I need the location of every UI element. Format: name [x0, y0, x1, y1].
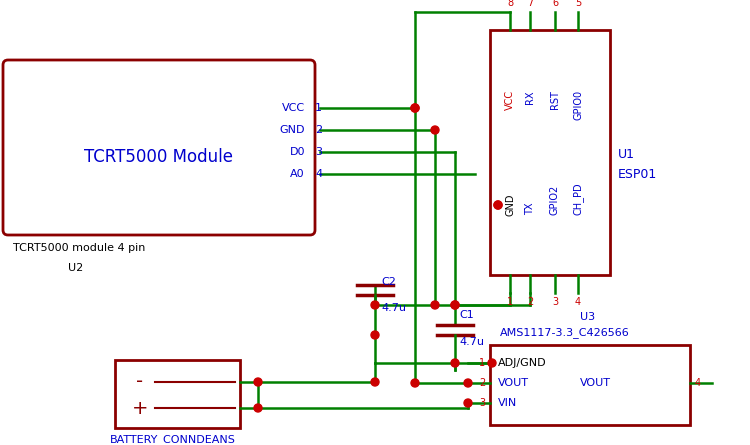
Bar [490, 345, 690, 425]
Text: 3: 3 [552, 297, 558, 307]
Text: GND: GND [505, 194, 515, 216]
Text: A0: A0 [290, 169, 305, 179]
Text: 8: 8 [507, 0, 513, 8]
Text: U1: U1 [618, 149, 635, 162]
Text: C1: C1 [459, 310, 474, 320]
Circle shape [371, 331, 379, 339]
Text: 7: 7 [526, 0, 533, 8]
Circle shape [411, 104, 419, 112]
Circle shape [464, 399, 472, 407]
Circle shape [254, 378, 262, 386]
Circle shape [451, 301, 459, 309]
Circle shape [494, 201, 502, 209]
Text: 1: 1 [507, 297, 513, 307]
Text: 2: 2 [315, 125, 322, 135]
Circle shape [431, 126, 439, 134]
Text: VCC: VCC [505, 90, 515, 110]
Text: BATTERY_CONNDEANS: BATTERY_CONNDEANS [110, 435, 236, 445]
Bar [490, 30, 610, 275]
Text: D0: D0 [290, 147, 305, 157]
Text: 4: 4 [575, 297, 581, 307]
Text: TX: TX [525, 202, 535, 215]
Circle shape [451, 359, 459, 367]
Text: 4.7u: 4.7u [459, 337, 484, 347]
Text: CH_PD: CH_PD [572, 182, 584, 215]
Text: U2: U2 [68, 263, 83, 273]
Text: RX: RX [525, 90, 535, 104]
Text: AMS1117-3.3_C426566: AMS1117-3.3_C426566 [500, 328, 630, 339]
Text: 3: 3 [478, 398, 485, 408]
Text: 2: 2 [526, 297, 533, 307]
Text: +: + [132, 399, 148, 417]
Text: 4: 4 [695, 378, 701, 388]
Circle shape [411, 379, 419, 387]
Text: GPIO0: GPIO0 [573, 90, 583, 120]
Circle shape [464, 379, 472, 387]
Text: C2: C2 [381, 277, 396, 287]
Circle shape [371, 301, 379, 309]
Circle shape [411, 104, 419, 112]
Text: TCRT5000 module 4 pin: TCRT5000 module 4 pin [13, 243, 146, 253]
Text: ADJ/GND: ADJ/GND [498, 358, 547, 368]
Circle shape [494, 201, 502, 209]
Text: U3: U3 [580, 312, 596, 322]
Text: ESP01: ESP01 [618, 169, 657, 182]
Text: GPIO2: GPIO2 [550, 185, 560, 215]
Bar [115, 360, 240, 428]
Circle shape [254, 404, 262, 412]
Circle shape [451, 301, 459, 309]
Circle shape [371, 378, 379, 386]
Text: VIN: VIN [498, 398, 517, 408]
Text: VOUT: VOUT [498, 378, 529, 388]
Circle shape [488, 359, 496, 367]
Circle shape [431, 301, 439, 309]
Text: TCRT5000 Module: TCRT5000 Module [85, 149, 233, 166]
Text: 3: 3 [315, 147, 322, 157]
Text: VOUT: VOUT [580, 378, 611, 388]
Text: 4.7u: 4.7u [381, 303, 406, 313]
Text: GND: GND [280, 125, 305, 135]
Text: 1: 1 [315, 103, 322, 113]
Text: 2: 2 [478, 378, 485, 388]
Text: 6: 6 [552, 0, 558, 8]
Text: VCC: VCC [282, 103, 305, 113]
Text: 5: 5 [574, 0, 581, 8]
Text: 1: 1 [478, 358, 485, 368]
Text: -: - [136, 372, 143, 392]
Text: 4: 4 [315, 169, 322, 179]
Text: RST: RST [550, 90, 560, 109]
